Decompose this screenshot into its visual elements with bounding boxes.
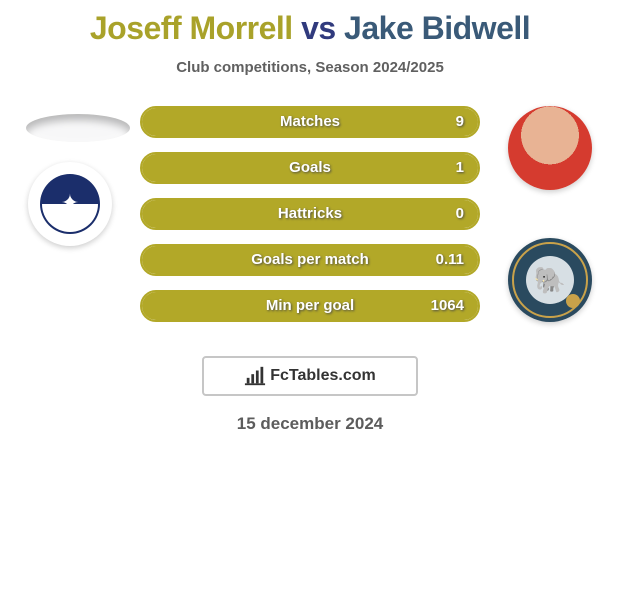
player-photo-icon xyxy=(508,106,592,190)
stat-bar-label: Min per goal xyxy=(142,292,478,320)
stat-bar-value: 1064 xyxy=(431,292,464,320)
stat-bar-value: 0 xyxy=(456,200,464,228)
stat-bar-value: 9 xyxy=(456,108,464,136)
stat-bar-row: Goals per match0.11 xyxy=(140,244,480,276)
coventry-badge-icon: 🐘 xyxy=(508,238,592,322)
player2-avatar xyxy=(508,106,592,190)
player-silhouette-icon xyxy=(26,114,130,142)
player1-name: Joseff Morrell xyxy=(90,10,293,46)
comparison-title: Joseff Morrell vs Jake Bidwell xyxy=(0,10,620,47)
stat-bar-label: Goals xyxy=(142,154,478,182)
stat-bar-label: Hattricks xyxy=(142,200,478,228)
stat-bar-value: 1 xyxy=(456,154,464,182)
portsmouth-badge-icon: ✦ xyxy=(28,162,112,246)
branding-label: FcTables.com xyxy=(270,367,376,385)
stat-bar-row: Hattricks0 xyxy=(140,198,480,230)
player2-name: Jake Bidwell xyxy=(344,10,530,46)
stat-bar-label: Matches xyxy=(142,108,478,136)
stat-bar-label: Goals per match xyxy=(142,246,478,274)
branding-box: FcTables.com xyxy=(202,356,418,396)
date-label: 15 december 2024 xyxy=(0,414,620,434)
stat-bars: Matches9Goals1Hattricks0Goals per match0… xyxy=(140,106,480,336)
vs-text: vs xyxy=(301,10,336,46)
comparison-content: ✦ 🐘 Matches9 Goals1 Hattricks0 Goals per ma… xyxy=(0,106,620,346)
stat-bar-value: 0.11 xyxy=(436,246,464,274)
subtitle: Club competitions, Season 2024/2025 xyxy=(0,59,620,76)
stat-bar-row: Goals1 xyxy=(140,152,480,184)
stat-bar-row: Matches9 xyxy=(140,106,480,138)
player2-club-badge: 🐘 xyxy=(508,238,592,322)
stat-bar-row: Min per goal1064 xyxy=(140,290,480,322)
chart-icon xyxy=(244,365,266,387)
player1-club-badge: ✦ xyxy=(28,162,112,246)
